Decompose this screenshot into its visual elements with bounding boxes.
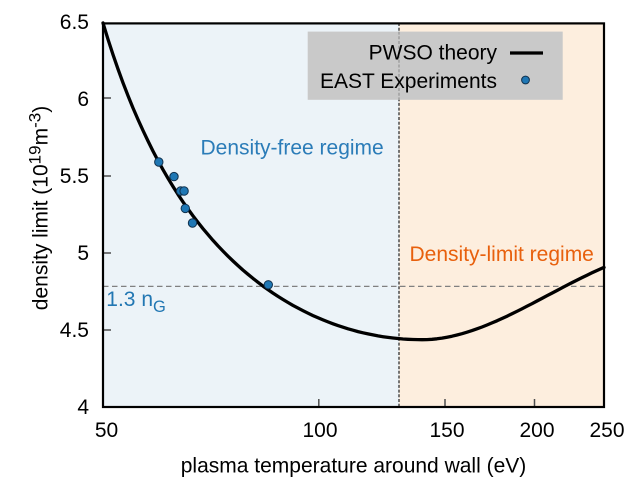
svg-text:150: 150 [429, 419, 464, 442]
svg-text:4.5: 4.5 [60, 319, 89, 342]
svg-text:5: 5 [77, 242, 89, 265]
svg-text:250: 250 [589, 419, 624, 442]
svg-text:Density-free regime: Density-free regime [201, 137, 384, 160]
svg-text:5.5: 5.5 [60, 165, 89, 188]
svg-text:6: 6 [77, 88, 89, 111]
svg-text:4: 4 [77, 396, 89, 419]
svg-text:EAST Experiments: EAST Experiments [320, 70, 497, 93]
svg-text:6.5: 6.5 [60, 11, 89, 34]
svg-text:100: 100 [302, 419, 337, 442]
svg-text:50: 50 [95, 419, 118, 442]
svg-text:density limit (1019m-3): density limit (1019m-3) [26, 106, 53, 310]
svg-text:200: 200 [519, 419, 554, 442]
svg-text:plasma temperature around wall: plasma temperature around wall (eV) [181, 455, 527, 478]
svg-text:Density-limit regime: Density-limit regime [410, 243, 594, 266]
svg-text:PWSO theory: PWSO theory [369, 42, 498, 65]
